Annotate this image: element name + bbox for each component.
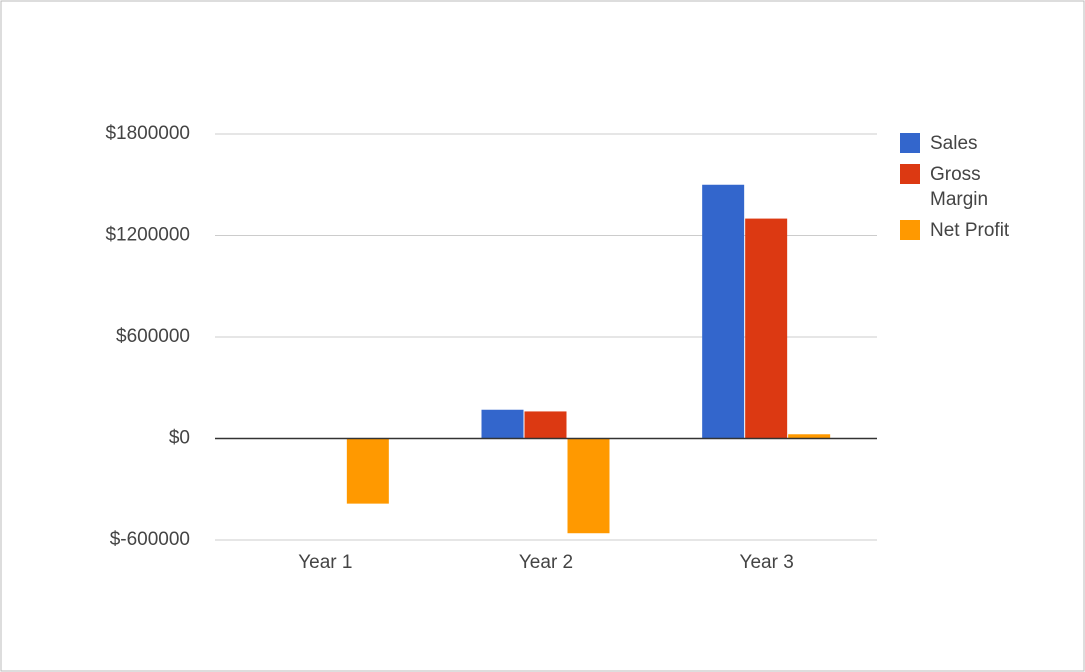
bar	[524, 411, 567, 439]
legend-label: Sales	[930, 133, 978, 154]
legend-swatch	[900, 220, 920, 240]
y-tick-label: $-600000	[110, 529, 190, 550]
y-tick-label: $1800000	[105, 123, 190, 144]
y-tick-label: $0	[169, 428, 190, 449]
bar	[481, 409, 524, 439]
legend-item: Sales	[900, 131, 1020, 156]
legend-item: Gross Margin	[900, 162, 1020, 212]
bar	[745, 218, 788, 439]
legend-swatch	[900, 164, 920, 184]
legend-item: Net Profit	[900, 218, 1020, 243]
x-tick-label: Year 1	[298, 552, 352, 573]
legend-label: Gross Margin	[930, 164, 989, 210]
bar	[567, 438, 610, 534]
x-tick-label: Year 2	[519, 552, 573, 573]
bar	[702, 184, 745, 439]
legend-label: Net Profit	[930, 220, 1010, 241]
legend: Sales Gross Margin Net Profit	[900, 131, 1020, 249]
plot: $-600000 $0 $600000 $1200000 $1800000 Year 1 Y…	[105, 123, 877, 573]
x-tick-label: Year 3	[740, 552, 794, 573]
bar	[346, 438, 389, 504]
legend-swatch	[900, 133, 920, 153]
y-tick-label: $1200000	[105, 225, 190, 246]
y-tick-label: $600000	[116, 326, 190, 347]
bar	[788, 434, 831, 439]
